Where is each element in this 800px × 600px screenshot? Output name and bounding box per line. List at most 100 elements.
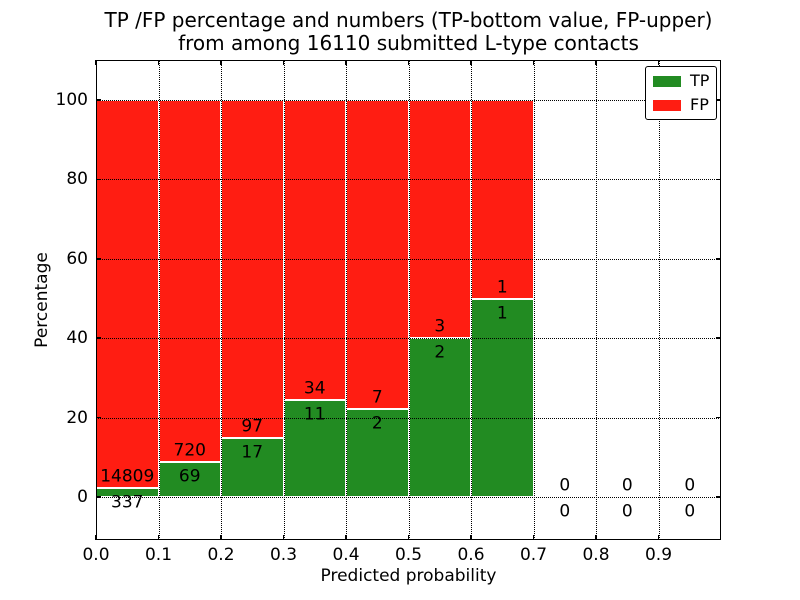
gridline-y-100 [96,100,721,101]
legend: TP FP [645,66,718,120]
y-tick [716,416,721,419]
bar-tp-0.3 [283,399,346,497]
x-tick-label: 0.8 [582,545,610,565]
y-tick-label: 40 [66,328,88,349]
bar-fp-0.2 [221,100,284,438]
gridline-x-0.7 [533,60,535,540]
x-tick-label: 0.5 [394,545,423,565]
y-tick-label: 0 [77,487,88,507]
gridline-y-40 [96,338,721,340]
fp-count-label: 7 [371,387,383,408]
gridline-y-60 [96,258,721,260]
fp-count-label: 0 [621,475,633,496]
x-tick-label: 0.3 [269,545,298,565]
bar-fp-0.3 [283,100,346,400]
bar-tp-0.2 [221,437,284,497]
tp-count-label: 17 [241,442,264,463]
y-tick [716,99,721,101]
y-tick [716,337,721,339]
x-tick-label: 0.1 [144,545,173,565]
tp-count-label: 69 [178,466,201,487]
x-tick [407,60,410,65]
plot-area: TP FP 14809 337 720 69 97 17 34 11 7 2 3 2 1 1 0 0 0 0 0 0 [95,60,721,540]
y-tick-label: 60 [66,248,88,269]
chart-title: TP /FP percentage and numbers (TP-bottom… [96,9,721,55]
fp-count-label: 34 [303,378,326,399]
fp-legend-label: FP [690,95,709,114]
bar-fp-0.1 [158,100,221,463]
x-tick [282,535,285,540]
chart-title-line2: from among 16110 submitted L-type contac… [178,31,639,55]
x-tick-label: 0.9 [644,545,673,565]
x-tick [282,60,285,65]
tp-count-label: 1 [496,303,508,323]
x-tick [345,535,347,540]
fp-count-label: 14809 [100,466,155,487]
tp-count-label: 0 [621,501,633,522]
bar-fp-0.5 [408,100,471,339]
gridline-x-0.1 [158,60,160,540]
x-tick [407,535,410,540]
gridline-x-0.5 [408,60,410,540]
gridline-x-0.6 [471,60,472,540]
x-tick [470,60,472,65]
gridline-y-0 [96,497,721,498]
y-tick [716,178,721,181]
tp-legend-label: TP [690,71,710,90]
x-tick-label: 0.2 [207,545,235,565]
fp-count-label: 0 [684,475,696,496]
gridline-y-80 [96,179,721,181]
bar-tp-0.6 [471,298,534,497]
x-tick [345,60,347,65]
x-tick [595,535,597,540]
x-tick [470,535,472,540]
y-tick [96,337,101,339]
gridline-x-0.9 [658,60,660,540]
y-tick [96,258,101,260]
x-tick [220,535,222,540]
x-tick-label: 0.4 [332,545,360,565]
x-tick [595,60,597,65]
x-tick [220,60,222,65]
x-axis-label: Predicted probability [320,566,497,586]
gridline-x-0.8 [596,60,597,540]
tp-count-label: 337 [111,492,144,513]
fp-count-label: 3 [434,316,446,337]
gridline-x-0.2 [221,60,222,540]
x-tick [95,535,97,540]
y-tick [96,99,101,101]
y-tick-label: 100 [55,90,88,110]
fp-legend-swatch [653,99,681,111]
bar-tp-0.1 [158,462,221,497]
tp-count-label: 0 [684,501,696,522]
gridline-y-20 [96,417,721,419]
bar-fp-0 [96,100,159,489]
legend-entry-tp: TP [653,73,709,89]
tp-count-label: 11 [303,404,326,425]
chart-title-line1: TP /FP percentage and numbers (TP-bottom… [104,8,713,32]
tp-count-label: 2 [371,413,383,434]
y-tick [96,178,101,181]
bar-fp-0.4 [346,100,409,409]
x-tick [532,535,535,540]
x-tick [157,60,160,65]
tp-count-label: 2 [434,342,446,363]
legend-entry-fp: FP [653,97,709,113]
fp-count-label: 720 [173,440,206,461]
fp-count-label: 97 [241,416,264,437]
y-tick-label: 20 [66,407,88,428]
y-tick [96,416,101,419]
x-tick-label: 0.0 [82,545,110,565]
fp-count-label: 0 [559,475,571,496]
gridline-x-0.3 [283,60,285,540]
fp-count-label: 1 [496,277,508,297]
y-tick-label: 80 [66,169,88,190]
bar-fp-0.6 [471,100,534,299]
x-tick-label: 0.7 [519,545,548,565]
x-tick [95,60,97,65]
x-tick [532,60,535,65]
y-tick [96,496,101,498]
y-tick [716,496,721,498]
x-tick [657,60,660,65]
